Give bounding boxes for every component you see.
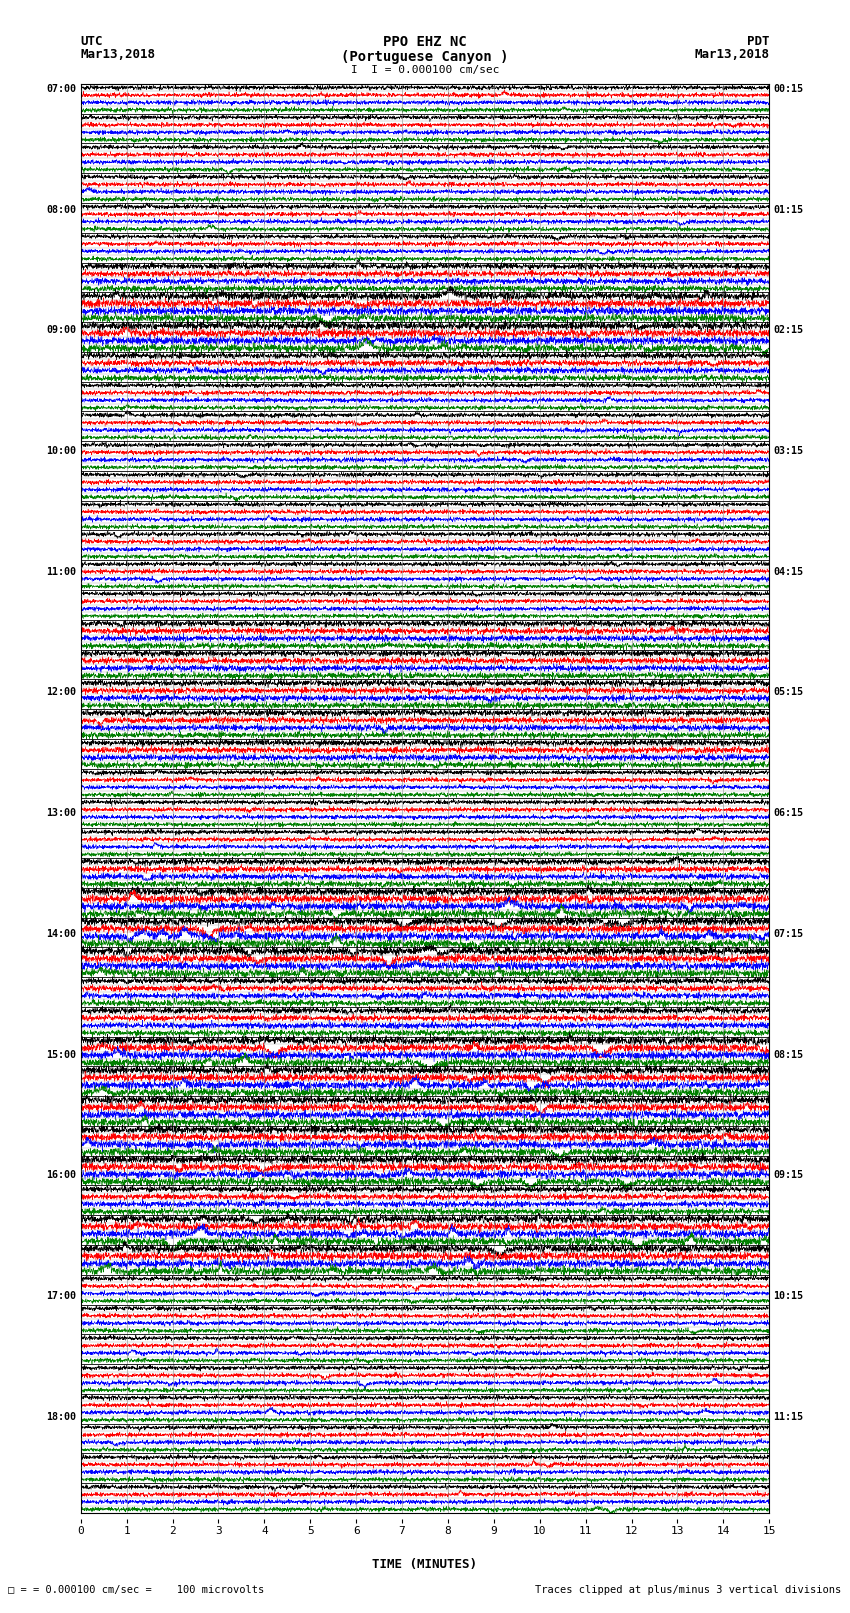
Text: 15:00: 15:00: [47, 1050, 76, 1060]
Text: Traces clipped at plus/minus 3 vertical divisions: Traces clipped at plus/minus 3 vertical …: [536, 1586, 842, 1595]
Text: PDT: PDT: [747, 35, 769, 48]
Text: Mar13,2018: Mar13,2018: [81, 48, 156, 61]
Text: Mar13,2018: Mar13,2018: [694, 48, 769, 61]
Text: 04:15: 04:15: [774, 566, 803, 577]
Text: 01:15: 01:15: [774, 205, 803, 215]
Text: 07:00: 07:00: [47, 84, 76, 94]
Text: UTC: UTC: [81, 35, 103, 48]
Text: 08:00: 08:00: [47, 205, 76, 215]
Text: 18:00: 18:00: [47, 1411, 76, 1421]
Text: 07:15: 07:15: [774, 929, 803, 939]
Text: 16:00: 16:00: [47, 1169, 76, 1181]
Text: 09:15: 09:15: [774, 1169, 803, 1181]
Text: 10:15: 10:15: [774, 1290, 803, 1302]
Text: □ = = 0.000100 cm/sec =    100 microvolts: □ = = 0.000100 cm/sec = 100 microvolts: [8, 1586, 264, 1595]
Text: 13:00: 13:00: [47, 808, 76, 818]
Text: 11:15: 11:15: [774, 1411, 803, 1421]
Text: 02:15: 02:15: [774, 326, 803, 336]
Text: 09:00: 09:00: [47, 326, 76, 336]
Text: 00:15: 00:15: [774, 84, 803, 94]
Text: 11:00: 11:00: [47, 566, 76, 577]
Text: 12:00: 12:00: [47, 687, 76, 697]
Text: I  I = 0.000100 cm/sec: I I = 0.000100 cm/sec: [351, 65, 499, 74]
Text: TIME (MINUTES): TIME (MINUTES): [372, 1558, 478, 1571]
Text: 17:00: 17:00: [47, 1290, 76, 1302]
Text: PPO EHZ NC: PPO EHZ NC: [383, 35, 467, 50]
Text: 06:15: 06:15: [774, 808, 803, 818]
Text: (Portuguese Canyon ): (Portuguese Canyon ): [341, 50, 509, 65]
Text: 10:00: 10:00: [47, 447, 76, 456]
Text: 08:15: 08:15: [774, 1050, 803, 1060]
Text: 03:15: 03:15: [774, 447, 803, 456]
Text: 14:00: 14:00: [47, 929, 76, 939]
Text: 05:15: 05:15: [774, 687, 803, 697]
